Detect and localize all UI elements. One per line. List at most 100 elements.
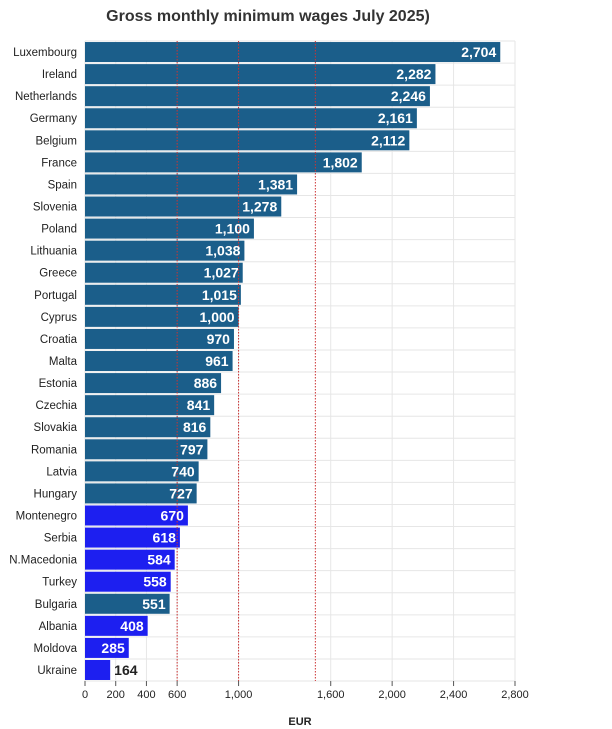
bar bbox=[85, 615, 148, 636]
bar bbox=[85, 42, 501, 63]
category-label: Luxembourg bbox=[13, 47, 77, 59]
category-label: Belgium bbox=[35, 135, 77, 147]
value-label: 2,246 bbox=[391, 88, 426, 104]
category-label: Romania bbox=[31, 444, 78, 456]
bar bbox=[85, 395, 215, 416]
category-label: Spain bbox=[48, 179, 77, 191]
value-label: 1,278 bbox=[242, 199, 277, 215]
category-label: Montenegro bbox=[16, 511, 77, 523]
category-label: Greece bbox=[39, 268, 77, 280]
value-label: 558 bbox=[143, 574, 167, 590]
category-label: Poland bbox=[41, 224, 77, 236]
value-label: 1,381 bbox=[258, 176, 293, 192]
bar bbox=[85, 483, 197, 504]
bar bbox=[85, 306, 239, 327]
category-label: Turkey bbox=[42, 577, 77, 589]
value-label: 816 bbox=[183, 419, 207, 435]
category-label: Lithuania bbox=[30, 246, 77, 258]
category-label: Portugal bbox=[34, 290, 77, 302]
bar bbox=[85, 284, 241, 305]
category-label: Hungary bbox=[34, 488, 78, 500]
category-label: Albania bbox=[39, 621, 78, 633]
value-label: 1,802 bbox=[323, 154, 358, 170]
bar bbox=[85, 351, 233, 372]
value-label: 670 bbox=[161, 508, 185, 524]
bar bbox=[85, 64, 436, 85]
x-tick-label: 2,000 bbox=[378, 689, 406, 701]
value-label: 1,015 bbox=[202, 287, 237, 303]
chart-title: Gross monthly minimum wages July 2025) bbox=[106, 8, 430, 25]
value-label: 2,112 bbox=[371, 132, 405, 148]
x-axis: 0 200 400 600 1,000 1,600 2,000 2,400 2,800 EUR bbox=[82, 681, 529, 728]
category-label: Ireland bbox=[42, 69, 77, 81]
bar bbox=[85, 218, 254, 239]
value-label: 164 bbox=[114, 662, 138, 678]
bar bbox=[85, 174, 298, 195]
category-label: Netherlands bbox=[15, 91, 77, 103]
category-label: Slovakia bbox=[34, 422, 78, 434]
value-label: 961 bbox=[205, 353, 229, 369]
category-label: N.Macedonia bbox=[9, 555, 77, 567]
category-label: Estonia bbox=[39, 378, 78, 390]
category-label: Slovenia bbox=[33, 202, 78, 214]
category-label: Cyprus bbox=[41, 312, 78, 324]
bar bbox=[85, 196, 282, 217]
category-label: Serbia bbox=[44, 533, 78, 545]
bar bbox=[85, 373, 222, 394]
x-tick-label: 0 bbox=[82, 689, 88, 701]
bar bbox=[85, 328, 234, 349]
x-axis-title: EUR bbox=[288, 716, 311, 728]
bar bbox=[85, 505, 188, 526]
value-label: 618 bbox=[153, 530, 177, 546]
x-tick-label: 200 bbox=[107, 689, 125, 701]
bar bbox=[85, 86, 430, 107]
value-label: 584 bbox=[147, 552, 171, 568]
x-tick-label: 400 bbox=[137, 689, 155, 701]
value-label: 886 bbox=[194, 375, 218, 391]
category-label: Latvia bbox=[46, 466, 77, 478]
category-label: Moldova bbox=[34, 643, 78, 655]
x-tick-label: 2,800 bbox=[501, 689, 529, 701]
value-label: 2,282 bbox=[396, 66, 431, 82]
bars bbox=[85, 42, 501, 680]
value-label: 408 bbox=[120, 618, 144, 634]
value-label: 740 bbox=[171, 463, 195, 479]
bar bbox=[85, 461, 199, 482]
labels: Luxembourg 2,704 Ireland 2,282 Netherlands 2,… bbox=[9, 44, 496, 678]
category-label: Croatia bbox=[40, 334, 78, 346]
value-label: 970 bbox=[207, 331, 231, 347]
x-tick-label: 2,400 bbox=[440, 689, 468, 701]
x-tick-label: 1,600 bbox=[317, 689, 345, 701]
bar bbox=[85, 571, 171, 592]
category-label: Czechia bbox=[35, 400, 77, 412]
bar bbox=[85, 262, 243, 283]
bar bbox=[85, 130, 410, 151]
value-label: 2,161 bbox=[378, 110, 413, 126]
bar bbox=[85, 549, 175, 570]
bar bbox=[85, 659, 111, 680]
value-label: 727 bbox=[169, 485, 193, 501]
bar bbox=[85, 417, 211, 438]
bar bbox=[85, 637, 129, 658]
bar bbox=[85, 240, 245, 261]
value-label: 1,100 bbox=[215, 221, 250, 237]
value-label: 1,000 bbox=[200, 309, 235, 325]
x-tick-label: 600 bbox=[168, 689, 186, 701]
bar bbox=[85, 527, 180, 548]
value-label: 841 bbox=[187, 397, 211, 413]
value-label: 2,704 bbox=[461, 44, 496, 60]
value-label: 1,027 bbox=[204, 265, 239, 281]
value-label: 551 bbox=[142, 596, 166, 612]
bar bbox=[85, 108, 417, 129]
bar bbox=[85, 152, 362, 173]
value-label: 285 bbox=[101, 640, 125, 656]
bar bbox=[85, 593, 170, 614]
category-label: Ukraine bbox=[37, 665, 77, 677]
x-tick-label: 1,000 bbox=[225, 689, 253, 701]
category-label: Bulgaria bbox=[35, 599, 78, 611]
value-label: 797 bbox=[180, 441, 204, 457]
value-label: 1,038 bbox=[205, 243, 240, 259]
category-label: Germany bbox=[30, 113, 78, 125]
category-label: France bbox=[41, 157, 77, 169]
